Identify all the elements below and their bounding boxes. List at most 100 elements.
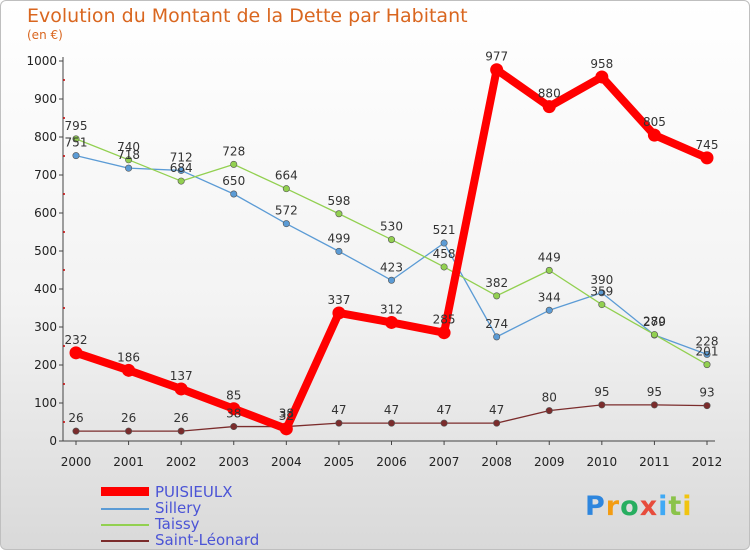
data-label-sillery: 423 xyxy=(380,260,403,274)
x-tick-label: 2010 xyxy=(587,455,618,469)
legend-label: Saint-Léonard xyxy=(155,531,260,549)
data-label-puisieulx: 232 xyxy=(65,333,88,347)
series-taissy xyxy=(72,135,711,369)
data-point-sillery xyxy=(72,152,80,160)
data-point-saint-leonard xyxy=(650,401,658,409)
data-point-sillery xyxy=(177,166,185,174)
y-tick-label: 500 xyxy=(34,244,57,258)
logo-letter: o xyxy=(620,491,640,522)
data-label-saint-leonard: 95 xyxy=(647,385,662,399)
data-label-taissy: 664 xyxy=(275,169,298,183)
data-point-puisieulx xyxy=(227,402,241,416)
data-point-taissy xyxy=(598,301,606,309)
data-point-puisieulx xyxy=(542,100,556,114)
x-tick-label: 2011 xyxy=(639,455,670,469)
legend-label: PUISIEULX xyxy=(155,483,233,501)
data-point-taissy xyxy=(650,331,658,339)
data-point-sillery xyxy=(703,350,711,358)
data-point-puisieulx xyxy=(122,363,136,377)
data-point-puisieulx xyxy=(332,306,346,320)
data-label-puisieulx: 85 xyxy=(226,389,241,403)
data-label-saint-leonard: 38 xyxy=(279,407,294,421)
unit-label: (en €) xyxy=(27,28,63,42)
y-tick-label: 300 xyxy=(34,320,57,334)
series-sillery xyxy=(72,152,711,358)
logo-letter: i xyxy=(682,491,693,522)
series-saint-leonard xyxy=(72,401,711,435)
data-point-saint-leonard xyxy=(177,427,185,435)
data-point-puisieulx xyxy=(647,128,661,142)
data-point-saint-leonard xyxy=(125,427,133,435)
data-point-puisieulx xyxy=(490,63,504,77)
data-point-saint-leonard xyxy=(440,419,448,427)
data-label-saint-leonard: 47 xyxy=(331,403,346,417)
x-tick-label: 2006 xyxy=(376,455,407,469)
data-label-puisieulx: 880 xyxy=(538,87,561,101)
logo-letter: r xyxy=(605,491,621,522)
data-label-sillery: 718 xyxy=(117,148,140,162)
data-label-taissy: 201 xyxy=(696,345,719,359)
data-label-puisieulx: 337 xyxy=(327,293,350,307)
x-tick-label: 2001 xyxy=(113,455,144,469)
data-label-puisieulx: 137 xyxy=(170,369,193,383)
data-label-sillery: 572 xyxy=(275,204,298,218)
data-label-sillery: 279 xyxy=(643,315,666,329)
data-point-taissy xyxy=(545,266,553,274)
data-point-saint-leonard xyxy=(335,419,343,427)
data-point-taissy xyxy=(72,135,80,143)
y-tick-label: 200 xyxy=(34,358,57,372)
x-tick-label: 2005 xyxy=(324,455,355,469)
legend-swatch xyxy=(101,508,149,510)
data-point-saint-leonard xyxy=(703,402,711,410)
data-point-puisieulx xyxy=(69,346,83,360)
data-label-sillery: 344 xyxy=(538,290,561,304)
y-tick-label: 0 xyxy=(49,434,57,448)
x-tick-label: 2000 xyxy=(61,455,92,469)
data-label-saint-leonard: 26 xyxy=(68,411,83,425)
data-label-puisieulx: 958 xyxy=(590,57,613,71)
data-label-sillery: 390 xyxy=(590,273,613,287)
data-label-saint-leonard: 38 xyxy=(226,407,241,421)
data-point-taissy xyxy=(230,160,238,168)
logo-letter: x xyxy=(639,491,659,522)
data-label-puisieulx: 977 xyxy=(485,50,508,64)
data-point-sillery xyxy=(545,306,553,314)
data-point-sillery xyxy=(335,247,343,255)
data-point-taissy xyxy=(440,263,448,271)
data-point-saint-leonard xyxy=(72,427,80,435)
data-label-puisieulx: 805 xyxy=(643,115,666,129)
x-tick-label: 2009 xyxy=(534,455,565,469)
data-label-saint-leonard: 47 xyxy=(436,403,451,417)
data-point-taissy xyxy=(703,361,711,369)
data-label-saint-leonard: 80 xyxy=(542,391,557,405)
data-label-taissy: 280 xyxy=(643,315,666,329)
data-point-puisieulx xyxy=(279,422,293,436)
data-label-saint-leonard: 26 xyxy=(174,411,189,425)
x-tick-label: 2003 xyxy=(218,455,249,469)
data-label-taissy: 795 xyxy=(65,119,88,133)
data-label-sillery: 228 xyxy=(696,334,719,348)
data-label-sillery: 712 xyxy=(170,150,193,164)
data-label-taissy: 382 xyxy=(485,276,508,290)
data-label-taissy: 740 xyxy=(117,140,140,154)
x-tick-label: 2007 xyxy=(429,455,460,469)
data-point-puisieulx xyxy=(385,315,398,329)
data-point-sillery xyxy=(230,190,238,198)
data-point-saint-leonard xyxy=(387,419,395,427)
data-label-taissy: 458 xyxy=(433,247,456,261)
data-point-saint-leonard xyxy=(545,407,553,415)
data-point-taissy xyxy=(335,210,343,218)
logo-letter: P xyxy=(585,491,606,522)
data-label-sillery: 650 xyxy=(222,174,245,188)
legend-swatch xyxy=(101,524,149,526)
data-point-taissy xyxy=(177,177,185,185)
data-point-taissy xyxy=(282,185,290,193)
data-labels: 26 26 26 38 38 47 47 47 47 80 95 95 93 751 718 712 650 57… xyxy=(65,50,719,425)
y-tick-label: 100 xyxy=(34,396,57,410)
proxiti-logo: Proxiti xyxy=(585,491,693,522)
logo-letter: t xyxy=(668,491,683,522)
y-tick-label: 700 xyxy=(34,168,57,182)
data-label-saint-leonard: 47 xyxy=(489,403,504,417)
